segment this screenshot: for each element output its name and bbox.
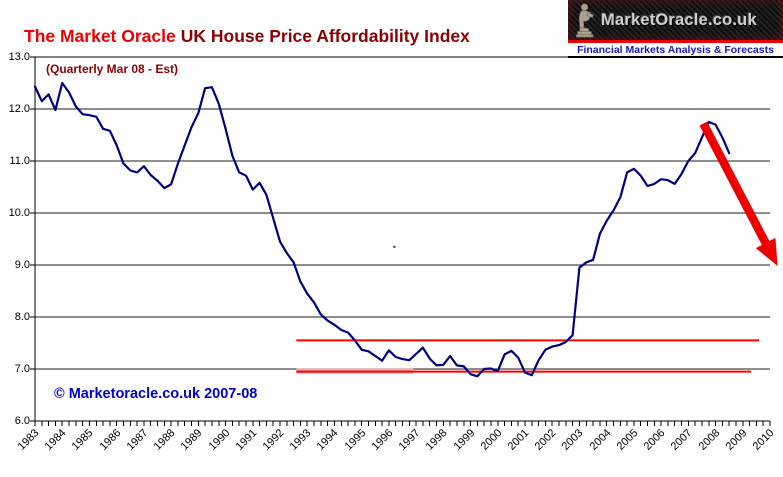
y-tick-label: 13.0 [8, 51, 30, 63]
page-title-brand: The Market Oracle [24, 26, 176, 46]
y-tick-label: 11.0 [9, 155, 30, 167]
chart-copyright: © Marketoracle.co.uk 2007-08 [54, 386, 258, 402]
seated-reader-statue-icon [575, 3, 594, 38]
y-tick-label: 7.0 [14, 363, 30, 375]
logo-wordmark: MarketOracle.co.uk [601, 10, 757, 29]
market-oracle-logo: MarketOracle.co.uk Financial Markets Ana… [568, 0, 783, 58]
y-tick-label: 12.0 [8, 103, 30, 115]
y-tick-label: 6.0 [14, 415, 30, 427]
page-title: The Market Oracle UK House Price Affordab… [24, 26, 470, 47]
logo-red-divider [568, 40, 783, 43]
y-tick-label: 10.0 [8, 207, 30, 219]
y-tick-label: 8.0 [14, 311, 30, 323]
y-tick-label: 9.0 [14, 259, 30, 271]
page-title-subject: UK House Price Affordability Index [180, 26, 470, 46]
chart-annotation: (Quarterly Mar 08 - Est) [46, 62, 179, 76]
logo-tagline: Financial Markets Analysis & Forecasts [568, 43, 783, 56]
logo-box: MarketOracle.co.uk [568, 0, 783, 40]
